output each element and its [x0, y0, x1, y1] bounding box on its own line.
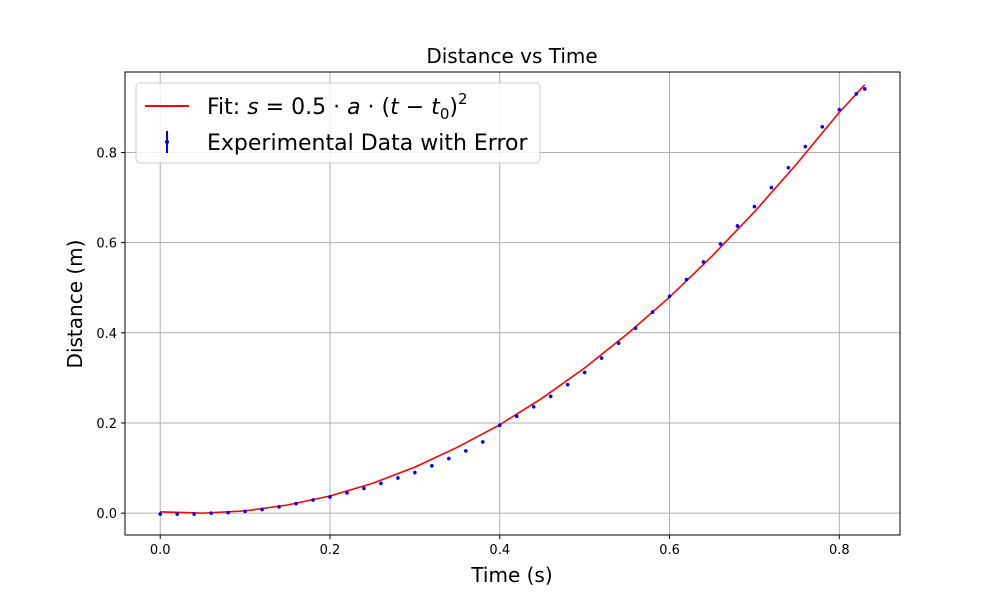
data-point	[396, 476, 400, 480]
x-tick-label: 0.0	[150, 543, 171, 558]
y-tick-label: 0.6	[96, 237, 117, 252]
x-tick-label: 0.6	[659, 543, 680, 558]
data-point	[752, 204, 757, 209]
data-point	[514, 414, 519, 419]
data-point	[735, 224, 740, 228]
plot-series	[158, 84, 867, 516]
data-point	[328, 495, 332, 499]
x-axis-label: Time (s)	[470, 563, 552, 587]
data-point	[786, 166, 791, 170]
axis-ticks: 0.0 0.2 0.4 0.6 0.8 0.0 0.2 0.4 0.6 0.8	[96, 146, 849, 558]
data-point	[192, 512, 196, 516]
data-point	[837, 107, 842, 112]
data-point	[447, 456, 451, 461]
data-point	[345, 491, 349, 495]
data-point	[277, 505, 281, 509]
data-point	[413, 470, 417, 475]
data-point	[464, 449, 468, 453]
data-point	[565, 382, 570, 387]
data-point	[650, 310, 655, 314]
data-point	[294, 501, 298, 506]
data-point	[803, 144, 808, 149]
data-point	[548, 394, 553, 399]
data-point	[497, 423, 502, 428]
data-point	[582, 370, 587, 375]
x-tick-label: 0.8	[829, 543, 850, 558]
chart-title: Distance vs Time	[426, 44, 597, 68]
data-point	[684, 277, 689, 282]
data-point	[599, 356, 604, 360]
data-point	[769, 185, 774, 190]
data-point	[616, 341, 621, 345]
data-point	[226, 510, 230, 515]
data-point	[175, 512, 180, 516]
plot-frame	[124, 71, 901, 536]
y-tick-label: 0.0	[96, 507, 117, 522]
data-point	[243, 509, 247, 514]
data-point	[430, 463, 434, 468]
legend-box	[135, 82, 541, 164]
legend-fit-label: Fit: s = 0.5 · a · (t − t0)2	[207, 90, 468, 123]
data-point	[667, 294, 672, 299]
data-point	[862, 87, 867, 91]
x-tick-label: 0.4	[489, 543, 510, 558]
data-point	[158, 512, 163, 516]
legend: Fit: s = 0.5 · a · (t − t0)2 Experimenta…	[135, 82, 541, 164]
data-point	[209, 511, 213, 515]
data-point	[718, 242, 723, 246]
data-point	[701, 260, 706, 264]
data-point	[362, 486, 366, 491]
data-point	[531, 404, 536, 409]
data-point	[260, 507, 264, 512]
data-point	[820, 124, 825, 129]
legend-data-marker	[165, 140, 169, 144]
y-tick-label: 0.2	[96, 417, 117, 432]
data-point	[311, 498, 315, 502]
y-tick-label: 0.4	[96, 327, 117, 342]
y-axis-label: Distance (m)	[63, 240, 87, 369]
x-tick-label: 0.2	[320, 543, 341, 558]
y-tick-label: 0.8	[96, 146, 117, 161]
data-point	[379, 481, 383, 486]
data-point	[480, 440, 485, 444]
legend-data-label: Experimental Data with Error	[207, 131, 528, 156]
data-point	[854, 92, 859, 96]
data-point	[633, 326, 638, 331]
